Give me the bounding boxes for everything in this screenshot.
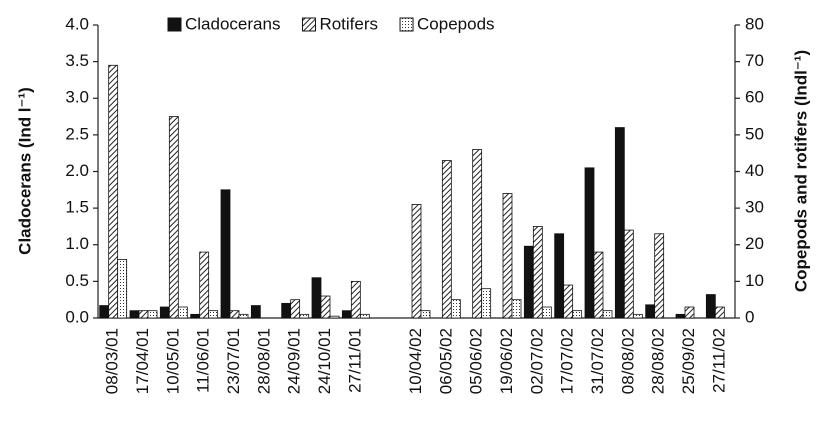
x-tick-label: 17/04/01 bbox=[133, 328, 152, 394]
y2-tick-label: 60 bbox=[745, 88, 764, 107]
y2-tick-label: 80 bbox=[745, 14, 764, 33]
x-tick-label: 24/10/01 bbox=[315, 328, 334, 394]
legend-label: Cladocerans bbox=[185, 14, 280, 33]
bar bbox=[502, 193, 513, 319]
bar bbox=[554, 233, 565, 319]
bar bbox=[359, 313, 370, 319]
bar bbox=[714, 306, 725, 319]
bar bbox=[675, 313, 686, 319]
bar bbox=[541, 306, 552, 319]
x-tick-label: 19/06/02 bbox=[497, 328, 516, 394]
bar bbox=[99, 305, 110, 319]
legend-swatch bbox=[167, 17, 182, 32]
x-tick-label: 08/08/02 bbox=[618, 328, 637, 394]
bar bbox=[472, 149, 483, 319]
bar bbox=[117, 258, 128, 319]
bar bbox=[159, 306, 170, 319]
bar bbox=[441, 160, 452, 319]
bar bbox=[532, 226, 543, 319]
y-axis-title: Cladocerans (Ind l⁻¹) bbox=[15, 87, 34, 255]
x-tick-label: 23/07/01 bbox=[224, 328, 243, 394]
x-tick-label: 27/11/01 bbox=[345, 328, 364, 393]
bar bbox=[411, 204, 422, 319]
bar bbox=[602, 310, 613, 319]
y-tick-label: 0.0 bbox=[65, 307, 89, 326]
bar bbox=[420, 310, 431, 319]
x-tick-label: 02/07/02 bbox=[527, 328, 546, 394]
bar bbox=[290, 299, 301, 319]
y-tick-label: 4.0 bbox=[65, 14, 89, 33]
y2-axis-title: Copepods and rotifers (Indl⁻¹) bbox=[791, 50, 810, 292]
bar bbox=[220, 189, 231, 319]
bar bbox=[281, 302, 292, 319]
x-tick-label: 27/11/02 bbox=[709, 328, 728, 393]
x-tick-label: 08/03/01 bbox=[103, 328, 122, 394]
bar bbox=[593, 251, 604, 319]
bar bbox=[654, 233, 665, 319]
y2-tick-label: 10 bbox=[745, 271, 764, 290]
bar bbox=[138, 310, 149, 319]
bar bbox=[684, 306, 695, 319]
bar bbox=[108, 64, 119, 319]
bar bbox=[168, 116, 179, 319]
bar bbox=[129, 310, 140, 319]
y2-tick-label: 40 bbox=[745, 161, 764, 180]
bar bbox=[147, 310, 158, 319]
y-tick-label: 1.0 bbox=[65, 234, 89, 253]
legend-swatch bbox=[399, 17, 414, 32]
y-tick-label: 3.5 bbox=[65, 51, 89, 70]
y-tick-label: 1.5 bbox=[65, 198, 89, 217]
x-tick-label: 28/08/01 bbox=[254, 328, 273, 394]
bar bbox=[584, 167, 595, 319]
bar bbox=[563, 284, 574, 319]
x-tick-label: 31/07/02 bbox=[588, 328, 607, 394]
bar bbox=[705, 294, 716, 319]
x-tick-label: 10/04/02 bbox=[406, 328, 425, 394]
legend-label: Copepods bbox=[417, 14, 495, 33]
bar bbox=[341, 310, 352, 319]
y2-tick-label: 20 bbox=[745, 234, 764, 253]
bar bbox=[299, 313, 310, 319]
x-tick-label: 25/09/02 bbox=[679, 328, 698, 394]
x-tick-label: 17/07/02 bbox=[558, 328, 577, 394]
bar bbox=[481, 288, 492, 319]
bar bbox=[229, 310, 240, 319]
bar bbox=[329, 315, 340, 319]
y-tick-label: 2.0 bbox=[65, 161, 89, 180]
x-tick-label: 11/06/01 bbox=[194, 328, 213, 393]
bar bbox=[199, 251, 210, 319]
bar bbox=[350, 280, 361, 319]
bar bbox=[190, 313, 201, 319]
bar bbox=[632, 313, 643, 319]
x-tick-label: 24/09/01 bbox=[285, 328, 304, 394]
bar bbox=[511, 299, 522, 319]
x-tick-label: 28/08/02 bbox=[649, 328, 668, 394]
bar bbox=[177, 306, 188, 319]
legend-swatch bbox=[301, 17, 316, 32]
bar bbox=[623, 229, 634, 319]
bar bbox=[614, 127, 625, 319]
bar bbox=[238, 313, 249, 319]
y-tick-label: 3.0 bbox=[65, 88, 89, 107]
y2-tick-label: 0 bbox=[745, 307, 754, 326]
bar bbox=[523, 245, 534, 319]
bar bbox=[572, 310, 583, 319]
x-tick-label: 06/05/02 bbox=[436, 328, 455, 394]
legend-label: Rotifers bbox=[319, 14, 378, 33]
y-tick-label: 2.5 bbox=[65, 124, 89, 143]
x-tick-label: 10/05/01 bbox=[163, 328, 182, 394]
y2-tick-label: 50 bbox=[745, 124, 764, 143]
bar bbox=[450, 299, 461, 319]
y2-tick-label: 30 bbox=[745, 198, 764, 217]
x-tick-label: 05/06/02 bbox=[467, 328, 486, 394]
bar bbox=[250, 305, 261, 319]
bar bbox=[311, 277, 322, 319]
y-tick-label: 0.5 bbox=[65, 271, 89, 290]
bar bbox=[320, 295, 331, 319]
y2-tick-label: 70 bbox=[745, 51, 764, 70]
bar bbox=[645, 304, 656, 319]
bar bbox=[208, 310, 219, 319]
